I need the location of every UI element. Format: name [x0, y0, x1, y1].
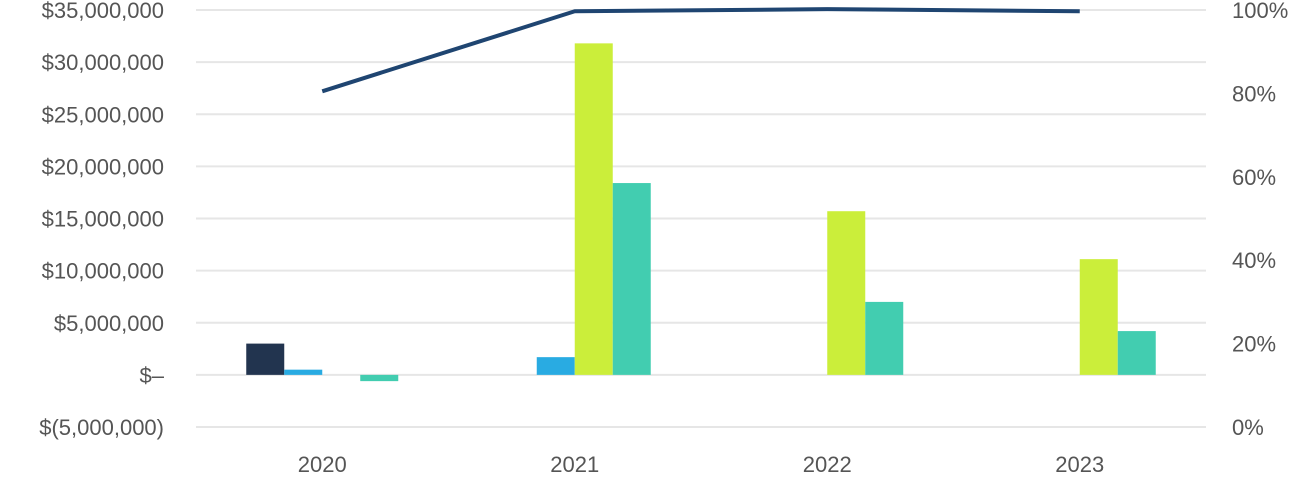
- y-tick-label: $20,000,000: [42, 154, 164, 179]
- y2-tick-label: 0%: [1232, 415, 1264, 440]
- bar: [574, 43, 613, 375]
- bars: [246, 43, 1156, 382]
- y-tick-label: $30,000,000: [42, 50, 164, 75]
- bar: [1079, 259, 1118, 375]
- y-axis-right: 100% 80% 60% 40% 20% 0%: [1232, 0, 1288, 440]
- ratio-line: [321, 7, 1080, 94]
- x-axis: 2020 2021 2022 2023: [298, 452, 1104, 477]
- bar: [284, 369, 323, 375]
- bar: [360, 374, 399, 382]
- x-tick-label: 2022: [803, 452, 852, 477]
- y-tick-label: $–: [140, 363, 165, 388]
- y-tick-label: $35,000,000: [42, 0, 164, 23]
- bar: [865, 301, 904, 375]
- y2-tick-label: 80%: [1232, 81, 1276, 106]
- y-tick-label: $(5,000,000): [39, 415, 164, 440]
- grid: [196, 9, 1206, 428]
- bar: [1117, 331, 1156, 375]
- y-tick-label: $10,000,000: [42, 259, 164, 284]
- y-tick-label: $5,000,000: [54, 311, 164, 336]
- bar: [612, 183, 651, 375]
- line-series: [321, 7, 1080, 94]
- y-tick-label: $25,000,000: [42, 102, 164, 127]
- y-axis-left: $35,000,000 $30,000,000 $25,000,000 $20,000…: [39, 0, 165, 440]
- y2-tick-label: 40%: [1232, 248, 1276, 273]
- y2-tick-label: 60%: [1232, 165, 1276, 190]
- y-tick-label: $15,000,000: [42, 207, 164, 232]
- y2-tick-label: 100%: [1232, 0, 1288, 23]
- bar: [246, 343, 285, 375]
- x-tick-label: 2021: [550, 452, 599, 477]
- x-tick-label: 2023: [1055, 452, 1104, 477]
- x-tick-label: 2020: [298, 452, 347, 477]
- bar: [827, 211, 866, 375]
- bar: [536, 357, 575, 375]
- y2-tick-label: 20%: [1232, 332, 1276, 357]
